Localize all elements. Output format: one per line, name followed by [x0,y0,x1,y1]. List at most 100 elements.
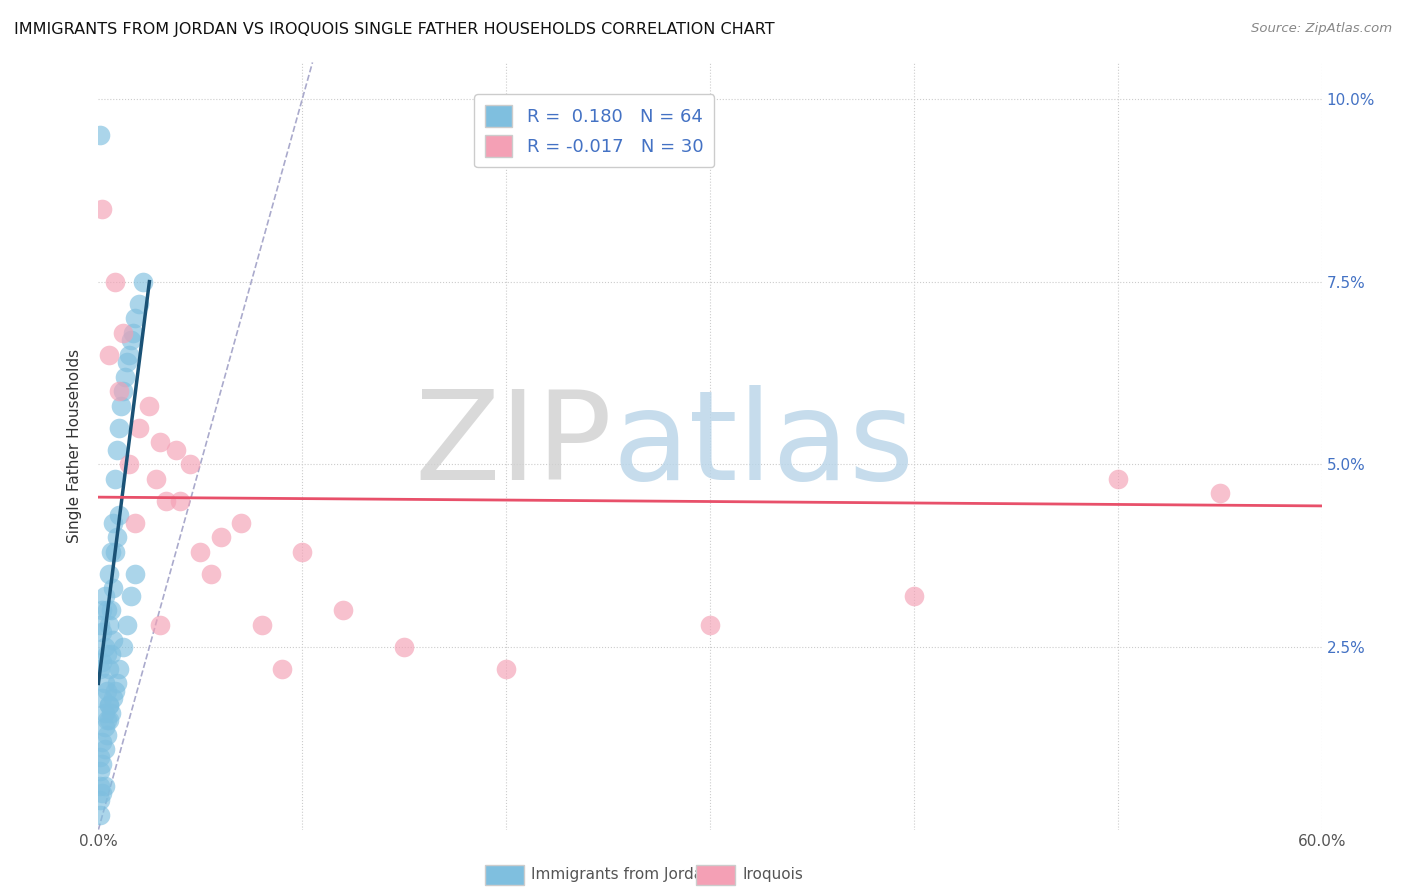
Point [128,421,150,435]
Point [97,698,120,713]
Point [97,348,120,362]
Point [105,676,128,690]
Point [209,530,232,544]
Point [124,516,146,530]
Point [96,603,118,617]
Point [96,683,118,698]
Point [91,735,114,749]
Point [270,662,294,676]
Point [97,662,120,676]
Point [101,516,124,530]
Point [96,647,118,661]
Point [169,493,191,508]
Point [111,326,134,340]
Point [101,582,124,596]
Point [291,545,314,559]
Point [91,202,114,216]
Point [93,589,115,603]
Point [145,472,167,486]
Point [165,442,187,457]
Point [231,516,253,530]
Point [93,706,115,720]
Point [250,618,273,632]
Point [89,749,111,764]
Point [93,720,115,734]
Point [97,713,120,727]
Point [101,632,124,647]
Point [110,399,132,413]
Point [392,640,416,654]
Point [118,348,141,362]
Text: Iroquois: Iroquois [742,867,803,881]
Point [108,384,131,399]
Point [115,355,138,369]
Point [97,618,120,632]
Text: Immigrants from Jordan: Immigrants from Jordan [531,867,713,881]
Point [200,566,222,581]
Point [495,662,517,676]
Point [91,786,114,800]
Point [93,779,115,793]
Text: IMMIGRANTS FROM JORDAN VS IROQUOIS SINGLE FATHER HOUSEHOLDS CORRELATION CHART: IMMIGRANTS FROM JORDAN VS IROQUOIS SINGL… [14,22,775,37]
Point [97,698,120,713]
Point [100,706,122,720]
Point [118,457,141,471]
Point [122,326,145,340]
Point [97,566,120,581]
Point [89,128,111,143]
Point [89,793,111,807]
Point [91,691,114,706]
Point [93,742,115,756]
Point [91,603,114,617]
Point [120,333,142,347]
Point [149,435,172,450]
Point [111,384,134,399]
Point [93,676,115,690]
Point [89,662,111,676]
Point [100,647,122,661]
Point [124,566,146,581]
Text: Source: ZipAtlas.com: Source: ZipAtlas.com [1251,22,1392,36]
Point [96,713,118,727]
Point [188,545,212,559]
Point [132,275,155,289]
Point [89,764,111,778]
Text: atlas: atlas [612,385,914,507]
Point [91,756,114,771]
Point [120,589,142,603]
Point [108,421,131,435]
Point [149,618,172,632]
Point [115,618,138,632]
Point [100,603,122,617]
Point [105,442,128,457]
Y-axis label: Single Father Households: Single Father Households [67,349,83,543]
Point [124,311,146,326]
Point [89,779,111,793]
Point [91,625,114,640]
Point [104,275,127,289]
Point [96,728,118,742]
Point [89,618,111,632]
Point [332,603,354,617]
Point [128,296,150,310]
Point [89,808,111,822]
Point [179,457,201,471]
Point [104,472,127,486]
Point [104,545,127,559]
Point [138,399,160,413]
Point [1107,472,1129,486]
Point [100,545,122,559]
Point [104,683,127,698]
Point [108,508,131,523]
Legend: R =  0.180   N = 64, R = -0.017   N = 30: R = 0.180 N = 64, R = -0.017 N = 30 [474,95,714,168]
Point [105,530,128,544]
Text: ZIP: ZIP [415,385,612,507]
Point [101,691,124,706]
Point [155,493,177,508]
Point [108,662,131,676]
Point [1209,486,1232,500]
Point [699,618,721,632]
Point [903,589,925,603]
Point [111,640,134,654]
Point [114,369,136,384]
